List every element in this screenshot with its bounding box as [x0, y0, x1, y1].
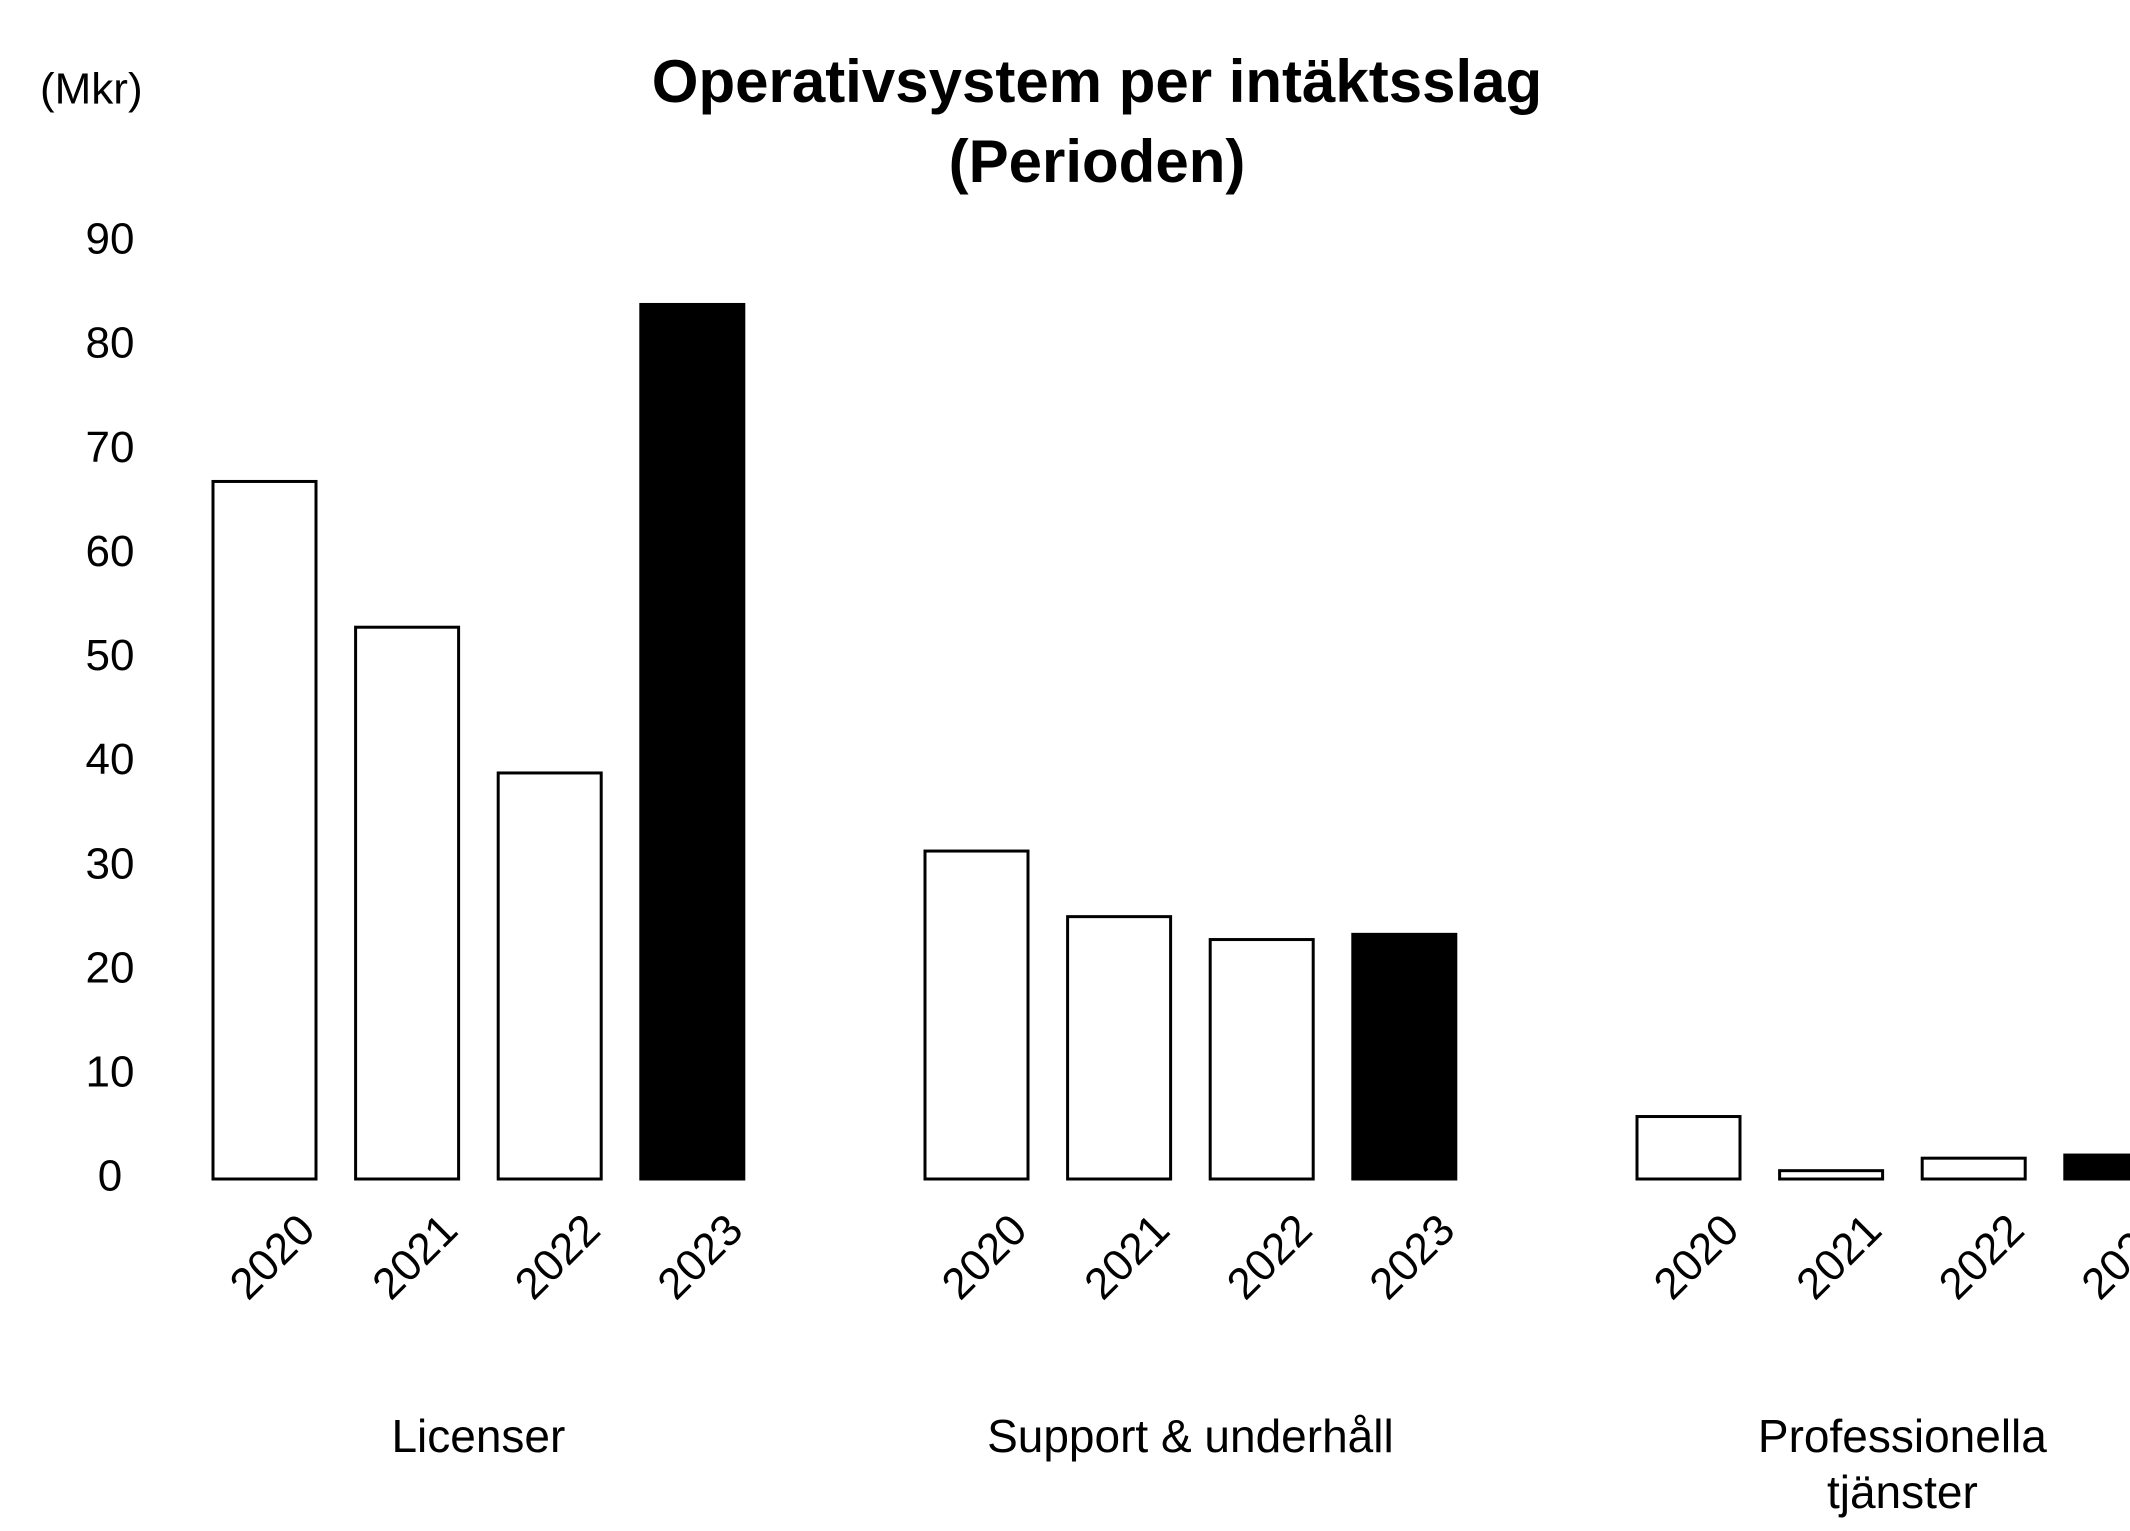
y-tick-label: 50	[86, 631, 135, 680]
bar	[639, 302, 746, 1181]
x-tick-label: 2021	[1075, 1205, 1179, 1309]
bar	[354, 625, 461, 1181]
y-tick-label: 70	[86, 423, 135, 472]
chart-title: Operativsystem per intäktsslag	[652, 48, 1542, 115]
bar	[1351, 932, 1458, 1181]
y-tick-label: 90	[86, 215, 135, 264]
bar	[496, 771, 603, 1181]
bar	[1066, 915, 1173, 1181]
x-tick-label: 2020	[1645, 1205, 1749, 1309]
group-label-line: Professionella	[1758, 1410, 2047, 1462]
y-tick-label: 20	[86, 943, 135, 992]
bar	[923, 849, 1030, 1181]
y-tick-label: 10	[86, 1048, 135, 1097]
x-tick-label: 2022	[1218, 1205, 1322, 1309]
y-tick-label: 30	[86, 839, 135, 888]
bar	[211, 479, 318, 1181]
x-tick-label: 2023	[2072, 1205, 2130, 1309]
x-tick-label: 2023	[1360, 1205, 1464, 1309]
bar	[1208, 938, 1315, 1181]
y-tick-label: 60	[86, 527, 135, 576]
bar	[1778, 1169, 1885, 1181]
x-tick-label: 2020	[221, 1205, 325, 1309]
group-label: Professionella tjänster	[1758, 1410, 2047, 1518]
x-tick-label: 2022	[1930, 1205, 2034, 1309]
x-tick-label: 2021	[1787, 1205, 1891, 1309]
group-label: Support & underhåll	[987, 1410, 1394, 1462]
y-axis-label: (Mkr)	[40, 65, 143, 114]
bar	[1920, 1156, 2027, 1181]
bar	[1635, 1115, 1742, 1181]
x-tick-label: 2023	[648, 1205, 752, 1309]
y-tick-label: 40	[86, 735, 135, 784]
x-tick-label: 2022	[506, 1205, 610, 1309]
bar	[2063, 1153, 2130, 1181]
chart-subtitle: (Perioden)	[949, 128, 1246, 195]
group-label-line: tjänster	[1827, 1466, 1978, 1518]
x-tick-label: 2020	[933, 1205, 1037, 1309]
y-tick-label: 0	[98, 1152, 122, 1201]
group-label: Licenser	[391, 1410, 565, 1462]
x-tick-label: 2021	[363, 1205, 467, 1309]
y-tick-label: 80	[86, 319, 135, 368]
